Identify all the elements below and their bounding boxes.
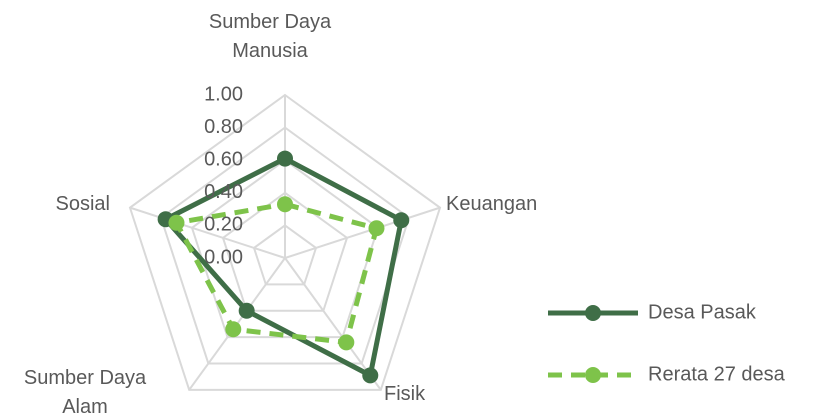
spoke (284, 257, 382, 391)
data-point (277, 150, 293, 167)
legend-label: Desa Pasak (648, 301, 757, 323)
data-point (225, 321, 242, 338)
tick-label: 1.00 (204, 83, 243, 105)
series-line (173, 201, 379, 345)
data-point (338, 334, 355, 351)
category-label: Fisik (384, 383, 426, 405)
series-line (163, 156, 404, 378)
data-point (362, 367, 379, 384)
category-label: Sumber Daya Alam (23, 367, 147, 417)
tick-label: 0.00 (204, 246, 243, 268)
tick-label: 0.40 (204, 181, 243, 203)
spoke (284, 206, 441, 259)
data-point (368, 220, 385, 237)
category-label: Sosial (55, 193, 110, 215)
category-label: Keuangan (446, 193, 538, 215)
data-point (277, 196, 293, 213)
grid-ring (252, 224, 318, 286)
grid-ring (190, 158, 380, 339)
spoke (129, 206, 286, 259)
grid-ring (159, 126, 411, 365)
tick-label: 0.20 (204, 214, 243, 236)
tick-label: 0.80 (204, 116, 243, 138)
legend-marker (585, 305, 601, 321)
legend-label: Rerata 27 desa (648, 363, 786, 385)
data-point (238, 302, 255, 319)
data-point (168, 214, 185, 231)
data-point (393, 212, 410, 229)
category-label: Sumber Daya Manusia (208, 11, 332, 62)
grid-ring (221, 191, 349, 312)
tick-label: 0.60 (204, 148, 243, 170)
legend-marker (585, 367, 601, 383)
grid-ring (128, 93, 442, 391)
